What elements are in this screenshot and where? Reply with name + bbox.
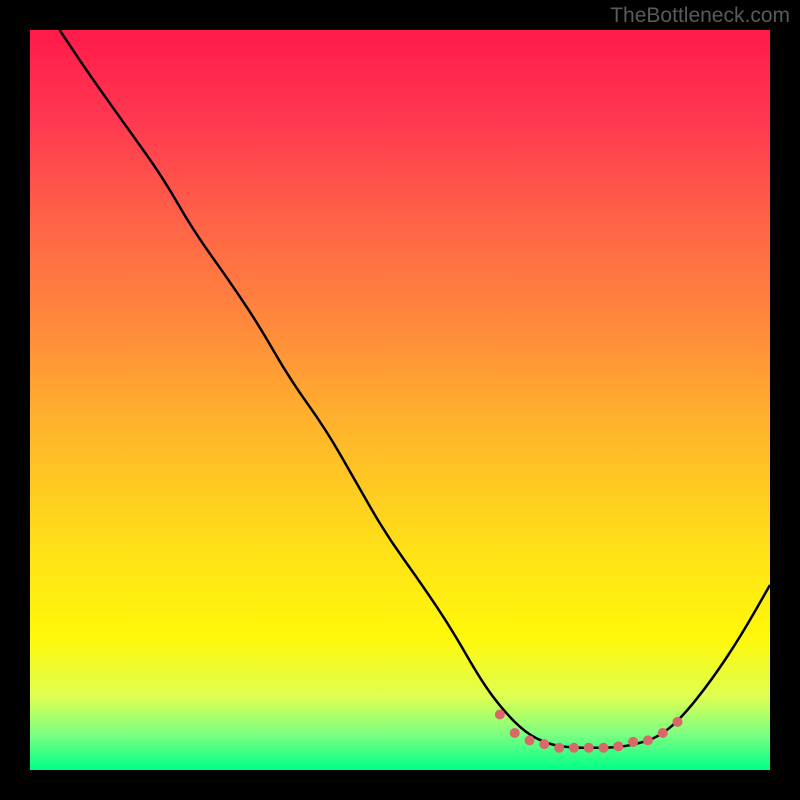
chart-container [30, 30, 770, 770]
watermark-text: TheBottleneck.com [610, 4, 790, 28]
gradient-background [30, 30, 770, 770]
